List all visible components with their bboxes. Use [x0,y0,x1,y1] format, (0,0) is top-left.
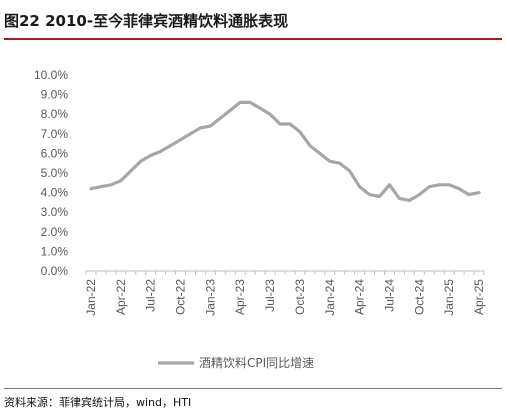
x-tick-label: Oct-24 [412,279,426,315]
data-point [99,185,103,188]
data-point [258,107,262,110]
x-tick-label: Jan-24 [323,279,337,316]
data-point [119,179,123,183]
title-rule [4,38,502,40]
data-point [477,191,481,194]
y-tick-label: 10.0% [34,68,68,82]
data-point [378,195,381,198]
legend-label: 酒精饮料CPI同比增速 [199,356,314,370]
data-point [447,183,451,186]
x-tick-label: Apr-23 [233,279,247,315]
data-point [428,185,431,188]
y-tick-label: 0.0% [41,264,69,278]
data-point [457,187,461,190]
source-note: 资料来源：菲律宾统计局，wind，HTI [4,396,192,409]
data-point [219,116,222,120]
series-line-alcohol-cpi [89,100,481,202]
data-point [209,124,212,128]
x-tick-label: Jul-24 [382,279,396,312]
y-tick-label: 1.0% [41,244,69,258]
data-point [229,109,232,112]
data-point [189,132,192,135]
y-tick-label: 6.0% [41,146,69,160]
x-tick-label: Apr-24 [353,279,367,315]
data-point [398,197,401,200]
data-point [358,185,361,188]
x-tick-label: Apr-25 [472,279,486,315]
source-rule [4,388,502,389]
data-point [368,193,371,196]
y-tick-label: 7.0% [41,127,69,141]
data-point [179,138,182,141]
y-tick-label: 4.0% [41,186,69,200]
data-point [268,113,272,116]
data-point [278,122,282,126]
x-tick-label: Oct-23 [293,279,307,315]
data-point [338,162,341,165]
data-point [328,160,331,163]
figure-title: 图22 2010-至今菲律宾酒精饮料通胀表现 [4,12,289,30]
data-point [418,193,421,196]
data-point [467,193,471,196]
x-tick-label: Jul-22 [144,279,158,312]
x-tick-label: Jan-25 [442,279,456,316]
x-tick-label: Jan-23 [203,279,217,316]
x-tick-label: Apr-22 [114,279,128,315]
data-point [89,187,93,190]
y-tick-label: 8.0% [41,107,69,121]
data-point [239,101,242,104]
data-point [288,122,292,126]
x-tick-label: Jan-22 [84,279,98,316]
y-tick-label: 9.0% [41,88,69,102]
data-point [149,154,152,157]
data-point [308,144,312,147]
y-tick-label: 5.0% [41,166,69,180]
data-point [159,150,162,153]
x-tick-label: Oct-22 [174,279,188,315]
data-point [248,101,252,104]
data-point [408,199,411,202]
data-point [139,160,142,163]
data-point [109,183,113,186]
data-point [298,130,302,134]
data-point [388,183,391,186]
data-point [169,144,172,147]
data-point [129,169,132,173]
x-tick-label: Jul-23 [263,279,277,312]
data-point [438,183,441,186]
data-point [348,169,351,173]
y-tick-label: 3.0% [41,205,69,219]
data-point [199,126,202,130]
data-point [318,152,322,155]
y-tick-label: 2.0% [41,225,69,239]
